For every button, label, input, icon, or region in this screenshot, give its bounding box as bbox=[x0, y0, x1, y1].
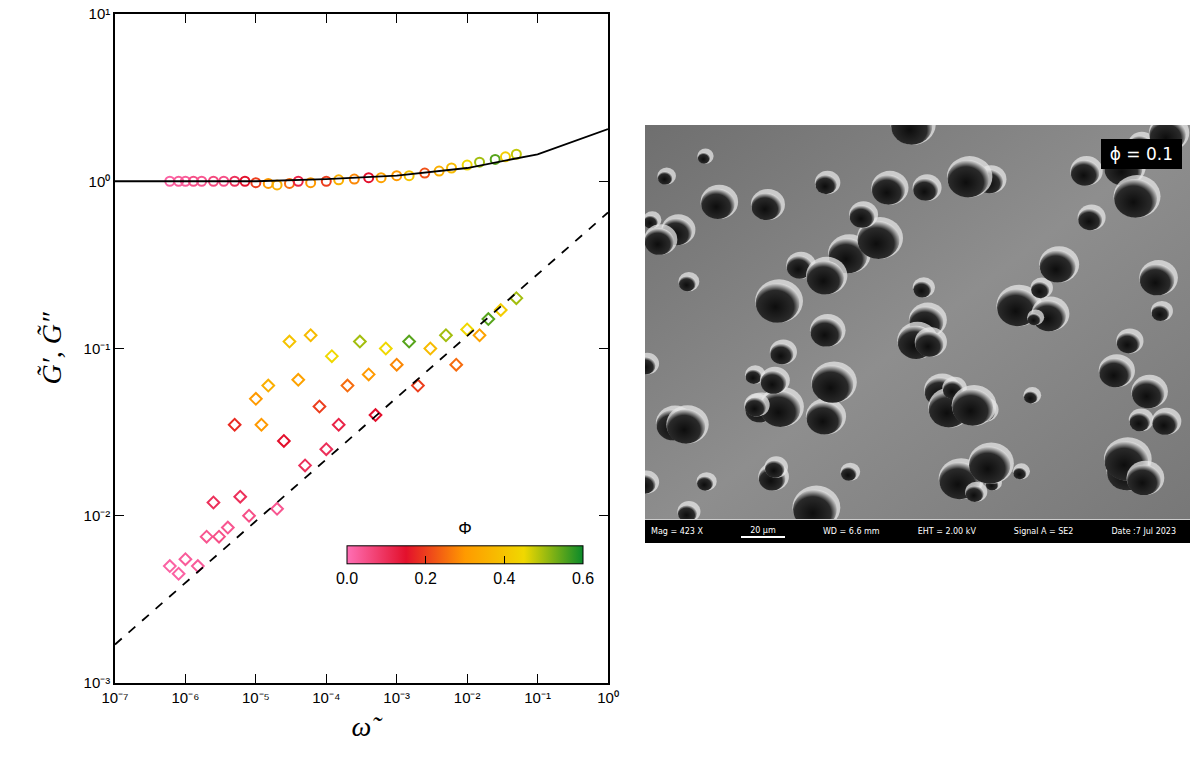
svg-text:Φ: Φ bbox=[458, 519, 472, 538]
html-text:20 µm: 20 µm bbox=[750, 525, 776, 535]
svg-text:10⁻⁷: 10⁻⁷ bbox=[101, 689, 128, 706]
svg-text:10¹: 10¹ bbox=[89, 5, 111, 22]
html-text:Signal A = SE2: Signal A = SE2 bbox=[1013, 527, 1074, 536]
html-text:WD = 6.6 mm: WD = 6.6 mm bbox=[822, 527, 880, 536]
svg-text:0.2: 0.2 bbox=[415, 570, 437, 587]
svg-text:ω̃: ω̃ bbox=[352, 711, 384, 742]
html-text:Mag = 423 X: Mag = 423 X bbox=[651, 527, 703, 536]
svg-text:0.0: 0.0 bbox=[336, 570, 358, 587]
svg-text:10⁻⁶: 10⁻⁶ bbox=[172, 689, 200, 706]
svg-text:10⁰: 10⁰ bbox=[597, 689, 619, 706]
svg-text:G̃′, G̃″: G̃′, G̃″ bbox=[36, 312, 67, 385]
svg-text:10⁻³: 10⁻³ bbox=[84, 674, 111, 691]
svg-text:10⁻²: 10⁻² bbox=[84, 507, 111, 524]
svg-text:10⁻²: 10⁻² bbox=[454, 689, 481, 706]
svg-text:10⁰: 10⁰ bbox=[89, 173, 111, 190]
html-text:Date :7 Jul 2023: Date :7 Jul 2023 bbox=[1111, 527, 1176, 536]
svg-text:0.6: 0.6 bbox=[572, 570, 594, 587]
svg-text:10⁻³: 10⁻³ bbox=[383, 689, 410, 706]
html-text:EHT = 2.00 kV: EHT = 2.00 kV bbox=[917, 527, 976, 536]
svg-text:10⁻⁵: 10⁻⁵ bbox=[242, 689, 270, 706]
html-text:ϕ = 0.1: ϕ = 0.1 bbox=[1109, 144, 1173, 164]
svg-text:0.4: 0.4 bbox=[493, 570, 515, 587]
svg-text:10⁻⁴: 10⁻⁴ bbox=[312, 689, 340, 706]
svg-text:10⁻¹: 10⁻¹ bbox=[524, 689, 551, 706]
svg-text:10⁻¹: 10⁻¹ bbox=[84, 340, 111, 357]
